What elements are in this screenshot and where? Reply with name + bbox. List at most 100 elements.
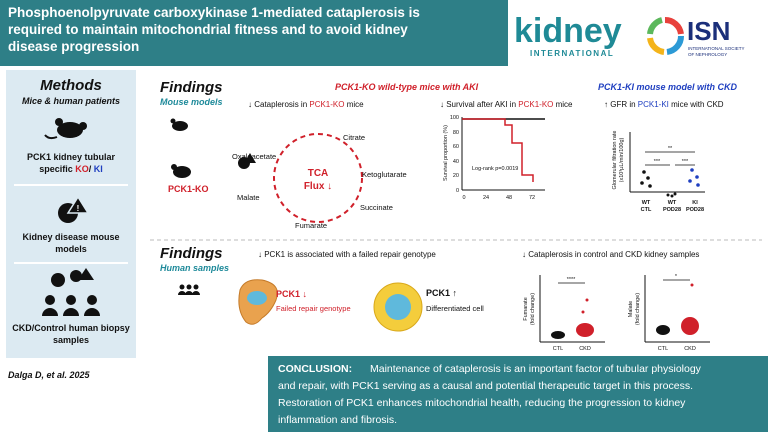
group-label: CKD <box>579 346 591 352</box>
y-label: Survival proportion (%) <box>443 125 449 181</box>
text: / <box>89 164 94 174</box>
text: ↓ Cataplerosis in <box>248 100 309 109</box>
metabolite: Ketoglutarate <box>362 170 407 179</box>
x-tick: 72 <box>529 195 535 201</box>
cell-label: Differentiated cell <box>426 304 484 313</box>
method-item: PCK1 kidney tubular <box>27 152 116 162</box>
findings-sub: Human samples <box>160 263 229 273</box>
findings-sub: Mouse models <box>160 97 223 107</box>
conclusion-text: inflammation and fibrosis. <box>278 414 397 426</box>
y-tick: 100 <box>450 115 459 121</box>
survival-plot <box>461 117 545 191</box>
header-band <box>0 0 508 66</box>
panel-title: ↓ Cataplerosis in PCK1-KO mice <box>248 100 364 109</box>
conclusion-text: Maintenance of cataplerosis is an import… <box>370 363 702 375</box>
conclusion-label: CONCLUSION: <box>278 363 352 375</box>
title: required to maintain mitochondrial fitne… <box>8 22 408 37</box>
text: mice <box>553 100 573 109</box>
conclusion-text: Restoration of PCK1 enhances mitochondri… <box>278 397 686 409</box>
mouse-icon <box>44 118 87 140</box>
text: PCK1-KI <box>638 100 669 109</box>
stars: *** <box>682 159 689 165</box>
text: PCK1-KO <box>518 100 553 109</box>
method-item: CKD/Control human biopsy <box>12 323 130 333</box>
journal-logo: kidney <box>514 12 622 50</box>
x-tick: 0 <box>462 195 465 201</box>
y-tick: 20 <box>453 173 459 179</box>
y-tick: 60 <box>453 144 459 150</box>
x-tick: 48 <box>506 195 512 201</box>
nucleus <box>247 291 267 305</box>
stars: * <box>675 274 678 280</box>
stars: ** <box>668 146 673 152</box>
society-sub: INTERNATIONAL SOCIETY <box>688 46 745 51</box>
method-item: models <box>55 244 87 254</box>
tca-center: Flux ↓ <box>304 181 332 192</box>
stars: **** <box>567 277 576 283</box>
method-item: samples <box>53 335 89 345</box>
y-tick: 40 <box>453 159 459 165</box>
y-label: Fumarate <box>523 297 529 321</box>
metabolite: Fumarate <box>295 221 327 230</box>
group-label: CTL <box>641 207 652 213</box>
y-tick: 0 <box>456 188 459 194</box>
metabolite: Succinate <box>360 203 393 212</box>
cell-label: Failed repair genotype <box>276 304 351 313</box>
findings-heading: Findings <box>160 79 223 96</box>
text: ↑ GFR in <box>604 100 638 109</box>
group-label: POD28 <box>663 207 681 213</box>
panel-title: ↓ Survival after AKI in PCK1-KO mice <box>440 100 573 109</box>
malate-plot <box>644 275 710 343</box>
group-label: CKD <box>684 346 696 352</box>
society-sub: OF NEPHROLOGY <box>688 52 727 57</box>
y-label: (x10³µL/min/100g) <box>619 137 625 182</box>
y-tick: 80 <box>453 130 459 136</box>
methods-subtitle: Mice & human patients <box>22 96 120 106</box>
tca-center: TCA <box>308 168 329 179</box>
text: PCK1-KO <box>309 100 344 109</box>
metabolite: Malate <box>237 193 260 202</box>
methods-title: Methods <box>40 77 102 94</box>
y-label: Malate <box>628 301 634 318</box>
ko: KO <box>75 164 89 174</box>
nucleus <box>385 294 411 320</box>
cell-label: PCK1 ↑ <box>426 288 457 298</box>
tca-mouse-label: PCK1-KO <box>168 184 209 194</box>
conclusion-text: and repair, with PCK1 serving as a causa… <box>278 380 693 392</box>
journal-sub: INTERNATIONAL <box>530 49 614 58</box>
society-logo: ISN <box>687 16 730 46</box>
disease-icon: ! <box>58 195 90 223</box>
people-icon-small <box>178 284 200 295</box>
method-item: specific KO/ KI <box>39 164 103 174</box>
title: disease progression <box>8 39 139 54</box>
conclusion-box <box>268 356 768 432</box>
text: specific <box>39 164 75 174</box>
group-label: CTL <box>658 346 668 352</box>
text: mice with CKD <box>669 100 724 109</box>
y-label: (fold change) <box>530 293 536 325</box>
mouse-icon-small <box>170 118 256 178</box>
metabolite: Oxaloacetate <box>232 152 276 161</box>
svg-text:!: ! <box>77 204 80 213</box>
people-icon <box>42 268 100 316</box>
y-label: (fold change) <box>635 293 641 325</box>
panel-title: ↑ GFR in PCK1-KI mice with CKD <box>604 100 724 109</box>
panel-title: ↓ Cataplerosis in control and CKD kidney… <box>522 250 699 259</box>
ki-title: PCK1-KI mouse model with CKD <box>598 82 738 92</box>
y-label: Glomerular filtration rate <box>612 131 618 190</box>
isn-ring <box>647 16 685 55</box>
gfr-plot <box>629 132 705 198</box>
x-tick: 24 <box>483 195 489 201</box>
stars: *** <box>654 159 661 165</box>
method-item: Kidney disease mouse <box>22 232 119 242</box>
group-label: WT <box>642 200 651 206</box>
metabolite: Citrate <box>343 133 365 142</box>
group-label: WT <box>668 200 677 206</box>
group-label: KI <box>692 200 698 206</box>
tca-cycle <box>273 133 363 223</box>
findings-heading: Findings <box>160 245 223 262</box>
ko-title: PCK1-KO wild-type mice with AKI <box>335 82 479 92</box>
cell-label: PCK1 ↓ <box>276 289 307 299</box>
text: ↓ Survival after AKI in <box>440 100 518 109</box>
